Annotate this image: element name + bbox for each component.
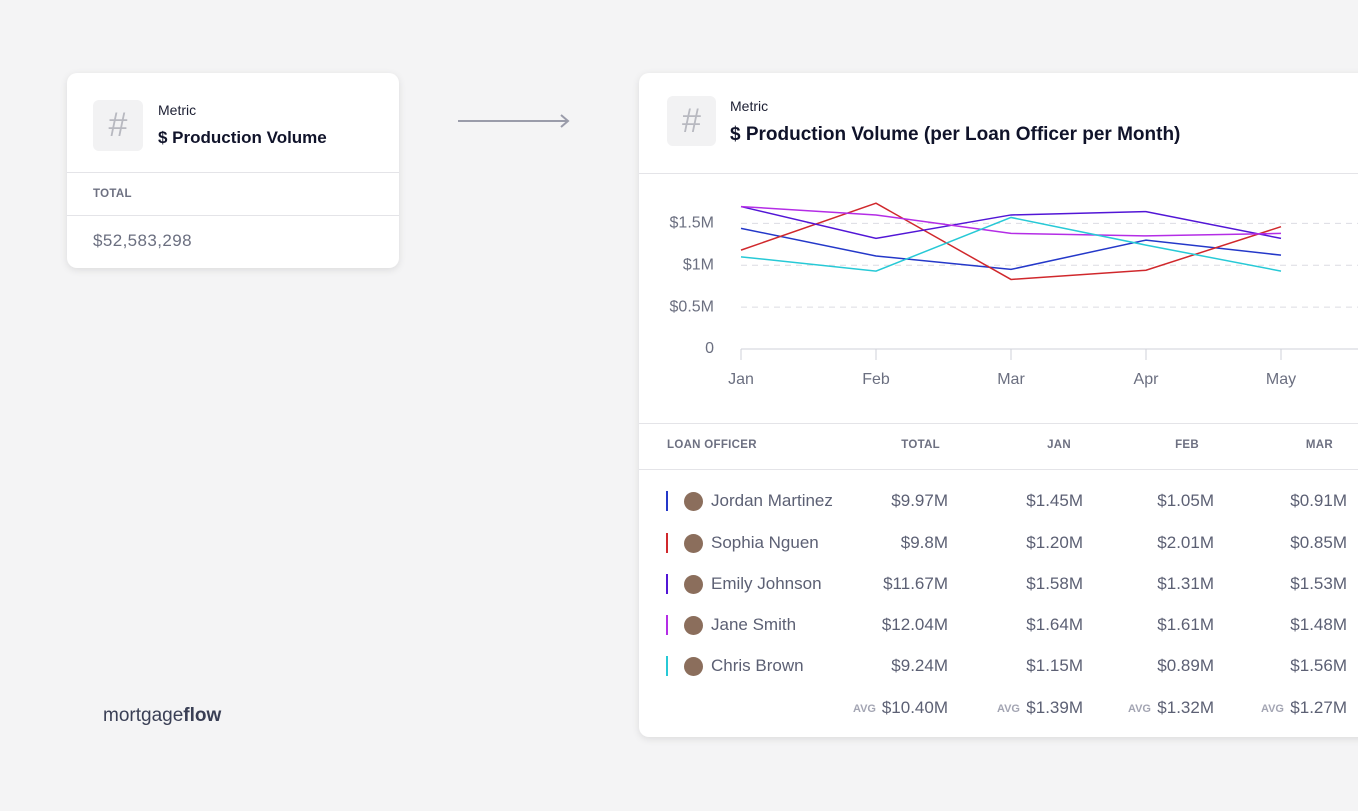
- x-tick-label: Jan: [728, 371, 754, 388]
- y-tick-label: $0.5M: [670, 298, 714, 315]
- cell: $1.61M: [1157, 615, 1214, 634]
- cell: $1.56M: [1290, 656, 1347, 675]
- series-line: [740, 205, 1282, 237]
- logo: mortgageflow: [103, 706, 221, 726]
- color-bar: [666, 574, 668, 594]
- color-bar: [666, 533, 668, 553]
- cell: $0.91M: [1290, 491, 1347, 510]
- line-chart: 0 $0.5M $1M $1.5M Jan Feb Mar Apr May: [670, 202, 1358, 388]
- color-bar: [666, 656, 668, 676]
- cell: $0.85M: [1290, 533, 1347, 552]
- divider: [639, 173, 1358, 174]
- logo-light: mortgage: [103, 705, 184, 726]
- metric-title: $ Production Volume (per Loan Officer pe…: [730, 124, 1181, 145]
- divider: [639, 423, 1358, 424]
- divider: [67, 172, 399, 173]
- avg-value: $1.39M: [1026, 698, 1083, 717]
- cell: $1.48M: [1290, 615, 1347, 634]
- y-tick-label: $1.5M: [670, 215, 714, 232]
- column-header: TOTAL: [901, 439, 940, 451]
- cell: $12.04M: [881, 615, 948, 634]
- avg-label: AVG: [1260, 703, 1284, 715]
- logo-bold: flow: [183, 705, 222, 726]
- avatar: [684, 616, 703, 635]
- cell: $1.45M: [1026, 491, 1083, 510]
- column-header: JAN: [1047, 439, 1071, 451]
- color-bar: [666, 491, 668, 511]
- cell: $11.67M: [883, 574, 948, 593]
- total-value: $52,583,298: [93, 231, 192, 250]
- series-line: [740, 202, 1282, 281]
- metric-title: $ Production Volume: [158, 128, 327, 147]
- avg-value: $10.40M: [881, 698, 948, 717]
- metric-icon: #: [667, 96, 716, 146]
- officer-name: Jane Smith: [711, 615, 797, 634]
- column-header: LOAN OFFICER: [667, 439, 757, 451]
- total-label: TOTAL: [93, 188, 132, 200]
- avatar: [684, 534, 703, 553]
- x-tick-label: Feb: [862, 371, 890, 388]
- y-tick-label: $1M: [683, 256, 714, 273]
- cell: $1.15M: [1026, 656, 1083, 675]
- officer-name: Sophia Nguen: [711, 533, 819, 552]
- cell: $1.31M: [1157, 574, 1214, 593]
- divider: [67, 215, 399, 216]
- arrow: [458, 114, 570, 128]
- series-line: [740, 216, 1282, 272]
- avatar: [684, 492, 703, 511]
- avg-label: AVG: [996, 703, 1020, 715]
- cell: $1.20M: [1026, 533, 1083, 552]
- divider: [639, 469, 1358, 470]
- column-header: MAR: [1305, 439, 1333, 451]
- cell: $1.64M: [1026, 615, 1083, 634]
- cell: $9.24M: [891, 656, 948, 675]
- series-line: [740, 205, 1282, 240]
- column-header: FEB: [1175, 439, 1199, 451]
- detail-card: # Metric $ Production Volume (per Loan O…: [639, 73, 1358, 737]
- series-line: [740, 227, 1282, 271]
- metric-card: # Metric $ Production Volume TOTAL $52,5…: [67, 73, 399, 268]
- avatar: [684, 657, 703, 676]
- color-bar: [666, 615, 668, 635]
- x-tick-label: Mar: [997, 371, 1025, 388]
- x-tick-label: Apr: [1134, 371, 1160, 388]
- cell: $1.05M: [1157, 491, 1214, 510]
- avatar: [684, 575, 703, 594]
- y-tick-label: 0: [705, 340, 714, 357]
- avg-label: AVG: [1127, 703, 1151, 715]
- cell: $1.58M: [1026, 574, 1083, 593]
- cell: $2.01M: [1157, 533, 1214, 552]
- metric-label: Metric: [158, 102, 197, 118]
- cell: $9.8M: [900, 533, 948, 552]
- avg-value: $1.27M: [1290, 698, 1347, 717]
- avg-value: $1.32M: [1157, 698, 1214, 717]
- cell: $0.89M: [1157, 656, 1214, 675]
- cell: $1.53M: [1290, 574, 1347, 593]
- officer-name: Jordan Martinez: [711, 491, 833, 510]
- metric-label: Metric: [730, 98, 769, 114]
- officer-name: Chris Brown: [711, 656, 804, 675]
- avg-label: AVG: [852, 703, 876, 715]
- metric-icon: #: [93, 100, 143, 151]
- cell: $9.97M: [891, 491, 948, 510]
- officer-name: Emily Johnson: [711, 574, 822, 593]
- x-tick-label: May: [1266, 371, 1296, 388]
